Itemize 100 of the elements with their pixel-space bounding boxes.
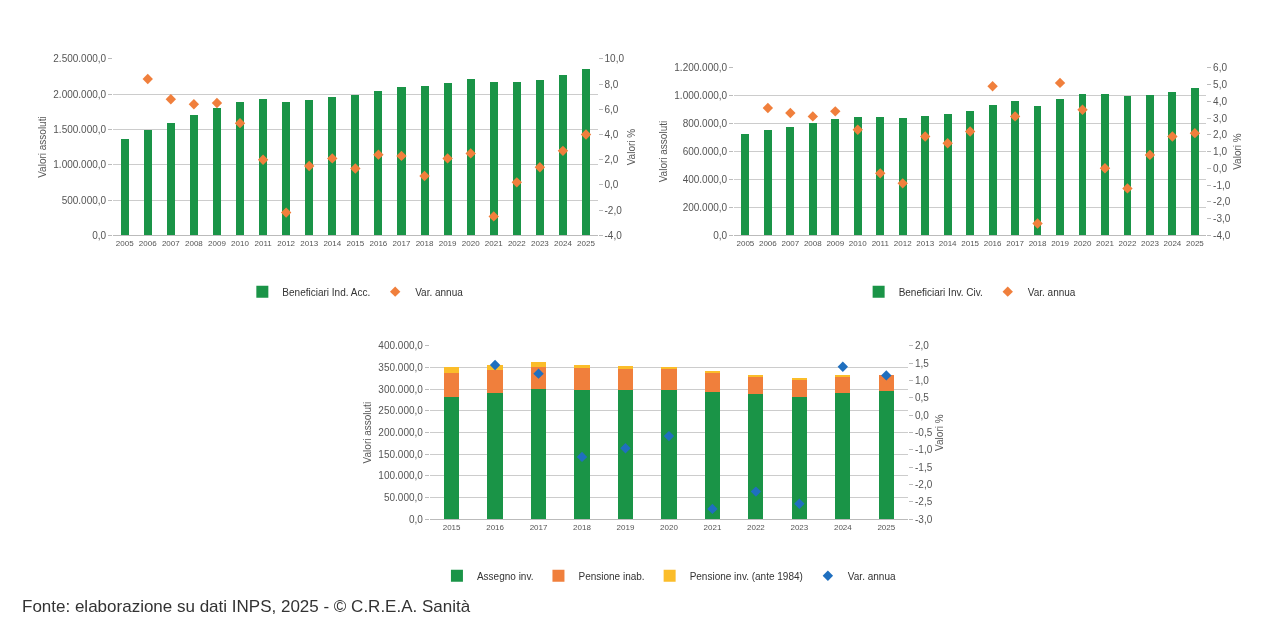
x-tick-label: 2023: [790, 522, 809, 532]
x-tick-label: 2016: [983, 238, 1003, 248]
x-tick-label: 2013: [916, 238, 935, 248]
x-tick-label: 2011: [871, 238, 890, 248]
y2-tick-label: -3,0: [1213, 213, 1231, 225]
x-tick-label: 2012: [893, 238, 913, 248]
y2-tick-label: -2,0: [1213, 196, 1231, 208]
bar: [328, 96, 337, 236]
bar: [143, 130, 152, 236]
point: [1189, 127, 1201, 139]
bar: [704, 391, 721, 520]
x-tick-label: 2024: [833, 522, 853, 532]
x-tick-label: 2017: [1006, 238, 1025, 248]
x-tick-label: 2020: [660, 522, 679, 532]
point: [1077, 104, 1088, 115]
x-tick-label: 2021: [484, 238, 504, 248]
bar: [661, 366, 677, 369]
point: [534, 162, 546, 173]
bar: [808, 122, 817, 236]
bar: [617, 368, 634, 390]
y-tick-label: 350.000,0: [378, 362, 424, 374]
y-tick-label: 250.000,0: [378, 405, 424, 417]
x-tick-label: 2021: [703, 522, 722, 532]
y2-tick-label: -1,0: [1213, 179, 1231, 191]
y2-tick-label: -2,0: [604, 204, 623, 216]
x-tick-label: 2024: [554, 238, 573, 248]
bar: [487, 392, 503, 520]
y2-axis-title: Valori %: [1232, 133, 1244, 170]
x-tick-label: 2022: [1118, 238, 1137, 248]
point: [211, 97, 223, 109]
bar: [921, 115, 930, 236]
y-tick-label: 2.500.000,0: [53, 53, 107, 65]
x-tick-label: 2013: [300, 238, 319, 248]
y2-tick-label: -1,0: [915, 444, 933, 456]
bar: [397, 87, 406, 236]
bar: [212, 108, 221, 236]
y-axis-title: Valori assoluti: [37, 116, 49, 178]
legend-label: Assegno inv.: [476, 570, 534, 582]
x-tick-label: 2008: [803, 238, 823, 248]
x-tick-label: 2023: [530, 238, 550, 248]
x-tick-label: 2024: [1163, 238, 1182, 248]
y-axis-title: Valori assoluti: [362, 401, 374, 464]
y2-tick-label: 2,0: [1213, 129, 1228, 141]
bar: [466, 79, 475, 236]
point: [881, 370, 892, 381]
y-tick-label: 200.000,0: [378, 427, 424, 439]
x-tick-label: 2025: [877, 522, 896, 532]
x-tick-label: 2025: [1185, 238, 1205, 248]
legend-label: Beneficiari Ind. Acc.: [282, 286, 371, 298]
point: [1144, 149, 1156, 161]
bar: [835, 393, 851, 520]
x-tick-label: 2019: [1051, 238, 1070, 248]
bar: [535, 80, 544, 236]
x-tick-label: 2009: [208, 238, 227, 248]
bar: [661, 389, 677, 520]
point: [419, 170, 430, 182]
bar: [443, 396, 460, 520]
bar: [988, 105, 997, 236]
y-tick-label: 1.200.000,0: [674, 62, 728, 74]
point: [1009, 111, 1021, 122]
x-tick-label: 2018: [1028, 238, 1047, 248]
point: [442, 153, 453, 164]
x-tick-label: 2019: [438, 238, 458, 248]
point: [396, 150, 407, 162]
point: [837, 361, 849, 372]
y2-tick-label: -2,5: [915, 496, 933, 508]
point: [663, 430, 675, 442]
y2-tick-label: -3,0: [915, 513, 933, 525]
x-tick-label: 2016: [486, 522, 505, 532]
y-tick-label: 400.000,0: [682, 173, 728, 185]
bar: [786, 126, 795, 236]
x-tick-label: 2008: [184, 238, 204, 248]
y2-tick-label: 4,0: [604, 128, 619, 140]
x-tick-label: 2018: [573, 522, 592, 532]
point: [830, 106, 841, 117]
bar: [443, 82, 452, 236]
x-tick-label: 2023: [1141, 238, 1160, 248]
bar: [763, 130, 772, 236]
point: [188, 99, 200, 110]
point: [488, 211, 499, 222]
point: [620, 443, 631, 454]
x-tick-label: 2015: [346, 238, 365, 248]
x-tick-label: 2009: [826, 238, 845, 248]
point: [142, 73, 153, 85]
bar: [748, 376, 764, 394]
bar: [853, 116, 862, 236]
point: [964, 126, 976, 137]
x-tick-label: 2025: [577, 238, 596, 248]
source-note: Fonte: elaborazione su dati INPS, 2025 - © C.R.E.A. Sanità: [22, 597, 471, 616]
y2-tick-label: 10,0: [604, 53, 625, 65]
x-tick-label: 2018: [415, 238, 434, 248]
bar: [1101, 93, 1109, 236]
bar: [512, 82, 521, 236]
y2-tick-label: 1,5: [915, 357, 930, 369]
y2-tick-label: 8,0: [604, 78, 619, 90]
y2-tick-label: 0,0: [604, 179, 619, 191]
point: [280, 207, 292, 218]
bar: [374, 90, 383, 236]
bar: [661, 368, 677, 390]
point: [1167, 131, 1178, 142]
